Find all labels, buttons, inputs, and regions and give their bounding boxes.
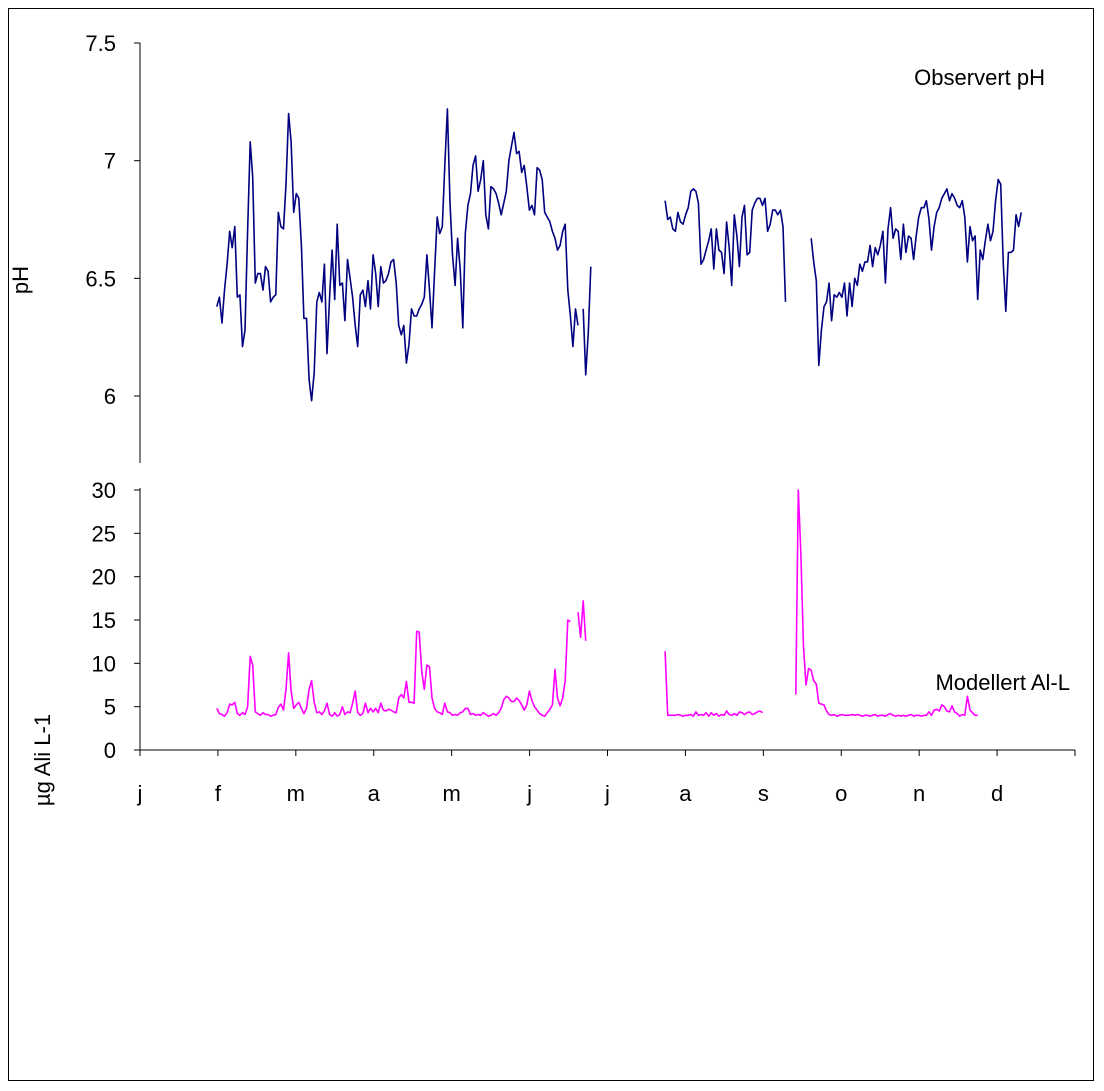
- x-tick-label: d: [991, 781, 1003, 806]
- ph-y-tick-label: 7: [104, 149, 116, 174]
- ph-panel: 6 6.5 7 7.5 pH Observert pH: [8, 31, 1045, 463]
- ph-y-ticks: 6 6.5 7 7.5: [85, 31, 140, 409]
- x-tick-label: m: [287, 781, 305, 806]
- x-tick-label: f: [215, 781, 222, 806]
- x-tick-label: n: [913, 781, 925, 806]
- ph-y-tick-label: 6.5: [85, 266, 116, 291]
- ph-series: [216, 108, 1022, 402]
- x-tick-label: j: [137, 781, 143, 806]
- al-y-tick-label: 5: [104, 695, 116, 720]
- al-panel: 0 5 10 15 20 25 30 j f m a m j j a s o n d µg Ali L-1 Mod…: [30, 478, 1076, 806]
- chart-frame: [8, 8, 1094, 1081]
- x-tick-label: s: [758, 781, 769, 806]
- x-tick-label: m: [443, 781, 461, 806]
- al-y-tick-label: 20: [92, 565, 116, 590]
- x-tick-label: a: [679, 781, 692, 806]
- ph-series-annotation: Observert pH: [914, 65, 1045, 90]
- al-y-axis-title: µg Ali L-1: [30, 714, 55, 806]
- al-y-tick-label: 30: [92, 478, 116, 503]
- al-series: [216, 489, 978, 718]
- al-y-tick-label: 10: [92, 651, 116, 676]
- x-tick-label: o: [835, 781, 847, 806]
- ph-y-axis-title: pH: [8, 266, 33, 294]
- ph-series-line: [810, 178, 1022, 367]
- al-series-line: [664, 651, 763, 718]
- al-y-tick-label: 15: [92, 608, 116, 633]
- al-y-tick-label: 25: [92, 521, 116, 546]
- ph-y-tick-label: 6: [104, 384, 116, 409]
- x-tick-label: j: [526, 781, 532, 806]
- al-y-tick-label: 0: [104, 738, 116, 763]
- al-series-annotation: Modellert Al-L: [935, 670, 1070, 695]
- x-tick-label: j: [604, 781, 610, 806]
- ph-y-tick-label: 7.5: [85, 31, 116, 56]
- x-tick-label: a: [368, 781, 381, 806]
- al-series-line: [216, 619, 571, 718]
- al-series-line: [577, 600, 587, 641]
- ph-series-line: [664, 188, 787, 302]
- al-y-ticks: 0 5 10 15 20 25 30: [92, 478, 140, 763]
- al-series-line: [795, 489, 978, 718]
- ph-series-line: [582, 266, 592, 376]
- ph-series-line: [216, 108, 579, 402]
